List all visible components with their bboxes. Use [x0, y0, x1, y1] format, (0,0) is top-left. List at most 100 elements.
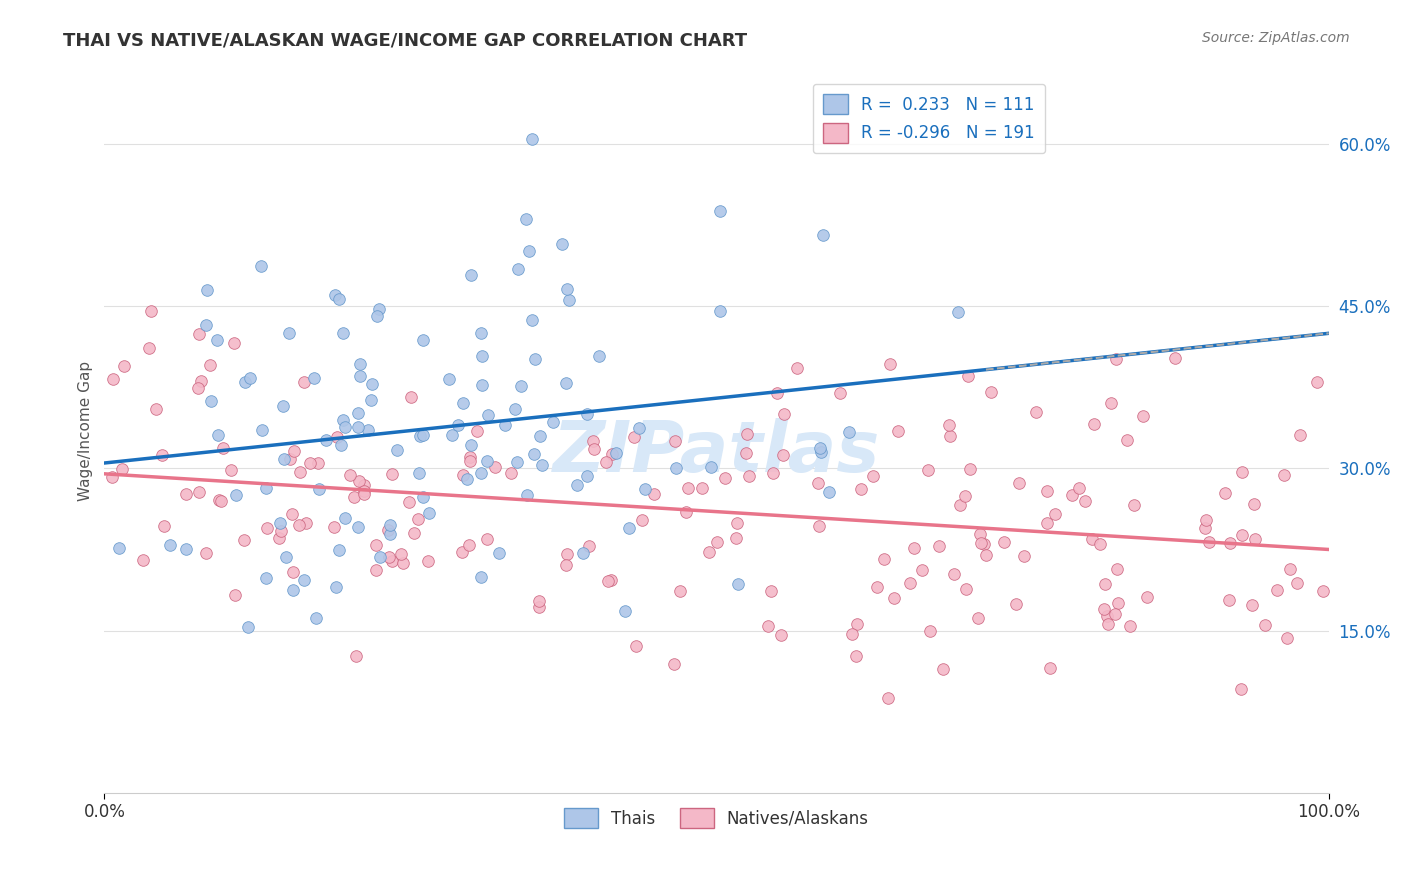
Point: [1036, 483, 1059, 498]
Point: [460, 453, 482, 467]
Point: [349, 368, 371, 383]
Point: [955, 582, 977, 596]
Point: [517, 244, 540, 258]
Point: [326, 430, 349, 444]
Point: [408, 466, 430, 480]
Point: [838, 425, 860, 439]
Point: [1060, 488, 1083, 502]
Point: [588, 349, 610, 363]
Point: [458, 450, 481, 465]
Point: [145, 402, 167, 417]
Point: [917, 462, 939, 476]
Y-axis label: Wage/Income Gap: Wage/Income Gap: [79, 360, 93, 500]
Point: [523, 352, 546, 367]
Point: [304, 371, 326, 385]
Point: [1306, 376, 1329, 390]
Point: [347, 475, 370, 489]
Point: [308, 482, 330, 496]
Point: [877, 690, 900, 705]
Point: [1092, 602, 1115, 616]
Point: [292, 375, 315, 389]
Point: [470, 466, 492, 480]
Point: [595, 455, 617, 469]
Point: [818, 484, 841, 499]
Point: [281, 583, 304, 598]
Point: [323, 288, 346, 302]
Point: [290, 466, 312, 480]
Point: [233, 533, 256, 548]
Point: [200, 358, 222, 372]
Point: [332, 326, 354, 340]
Point: [499, 467, 522, 481]
Point: [357, 423, 380, 437]
Point: [477, 453, 499, 467]
Point: [557, 293, 579, 307]
Point: [440, 428, 463, 442]
Point: [349, 357, 371, 371]
Point: [225, 488, 247, 502]
Point: [470, 326, 492, 340]
Point: [1253, 618, 1275, 632]
Point: [956, 368, 979, 383]
Point: [1005, 598, 1028, 612]
Point: [529, 429, 551, 443]
Point: [381, 553, 404, 567]
Point: [209, 493, 232, 508]
Point: [520, 312, 543, 326]
Point: [195, 546, 218, 560]
Point: [451, 467, 474, 482]
Point: [112, 359, 135, 373]
Point: [273, 451, 295, 466]
Point: [416, 554, 439, 568]
Point: [1136, 590, 1159, 604]
Point: [398, 494, 420, 508]
Point: [508, 261, 530, 276]
Point: [738, 469, 761, 483]
Point: [233, 375, 256, 389]
Point: [1265, 582, 1288, 597]
Point: [862, 468, 884, 483]
Point: [281, 507, 304, 521]
Point: [222, 336, 245, 351]
Point: [187, 381, 209, 395]
Point: [361, 377, 384, 392]
Point: [447, 417, 470, 432]
Point: [1278, 561, 1301, 575]
Point: [555, 547, 578, 561]
Point: [690, 481, 713, 495]
Point: [541, 415, 564, 429]
Point: [281, 565, 304, 579]
Point: [769, 628, 792, 642]
Point: [110, 462, 132, 476]
Point: [332, 413, 354, 427]
Point: [412, 333, 434, 347]
Point: [762, 467, 785, 481]
Point: [503, 402, 526, 417]
Point: [551, 236, 574, 251]
Point: [582, 434, 605, 448]
Point: [1119, 619, 1142, 633]
Point: [460, 268, 482, 282]
Point: [471, 378, 494, 392]
Point: [1219, 536, 1241, 550]
Point: [845, 648, 868, 663]
Point: [575, 407, 598, 421]
Point: [598, 574, 620, 589]
Point: [555, 376, 578, 390]
Point: [1272, 468, 1295, 483]
Point: [1115, 433, 1137, 447]
Point: [628, 420, 651, 434]
Point: [1094, 576, 1116, 591]
Point: [756, 619, 779, 633]
Point: [132, 553, 155, 567]
Point: [676, 481, 699, 495]
Point: [377, 523, 399, 537]
Point: [811, 227, 834, 242]
Point: [328, 293, 350, 307]
Point: [516, 488, 538, 502]
Point: [315, 434, 337, 448]
Point: [1243, 497, 1265, 511]
Point: [328, 543, 350, 558]
Point: [278, 452, 301, 467]
Point: [339, 467, 361, 482]
